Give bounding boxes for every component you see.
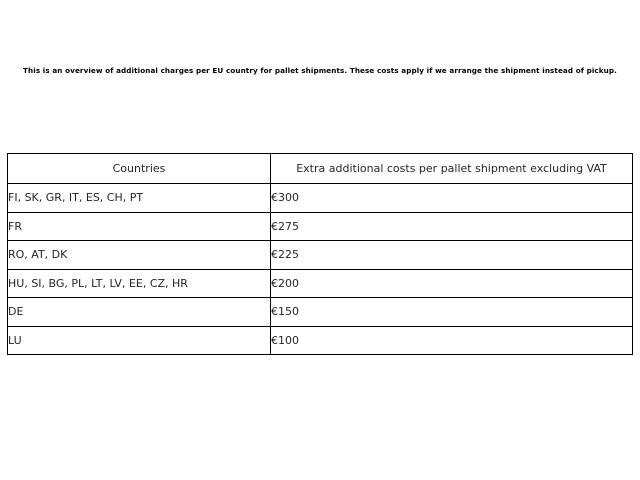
table-header: Countries Extra additional costs per pal… — [7, 153, 633, 184]
table-row: FI, SK, GR, IT, ES, CH, PT €300 — [7, 183, 633, 213]
cost-cell: €100 — [270, 325, 633, 355]
cost-cell: €300 — [270, 183, 633, 213]
countries-cell: FR — [7, 211, 271, 241]
cost-cell: €150 — [270, 297, 633, 327]
table-row: LU €100 — [7, 325, 633, 355]
table-body: FI, SK, GR, IT, ES, CH, PT €300 FR €275 … — [7, 183, 633, 355]
countries-cell: LU — [7, 325, 271, 355]
figure-title: This is an overview of additional charge… — [23, 66, 617, 75]
countries-cell: HU, SI, BG, PL, LT, LV, EE, CZ, HR — [7, 268, 271, 298]
cost-cell: €275 — [270, 211, 633, 241]
countries-cell: RO, AT, DK — [7, 240, 271, 270]
table-row: FR €275 — [7, 211, 633, 241]
cost-cell: €225 — [270, 240, 633, 270]
header-row: Countries Extra additional costs per pal… — [7, 153, 633, 184]
cost-cell: €200 — [270, 268, 633, 298]
header-extra-costs: Extra additional costs per pallet shipme… — [270, 153, 633, 184]
countries-cell: DE — [7, 297, 271, 327]
charges-table: Countries Extra additional costs per pal… — [7, 153, 633, 355]
table-row: RO, AT, DK €225 — [7, 240, 633, 270]
table-row: HU, SI, BG, PL, LT, LV, EE, CZ, HR €200 — [7, 268, 633, 298]
table-row: DE €150 — [7, 297, 633, 327]
header-countries: Countries — [7, 153, 271, 184]
countries-cell: FI, SK, GR, IT, ES, CH, PT — [7, 183, 271, 213]
